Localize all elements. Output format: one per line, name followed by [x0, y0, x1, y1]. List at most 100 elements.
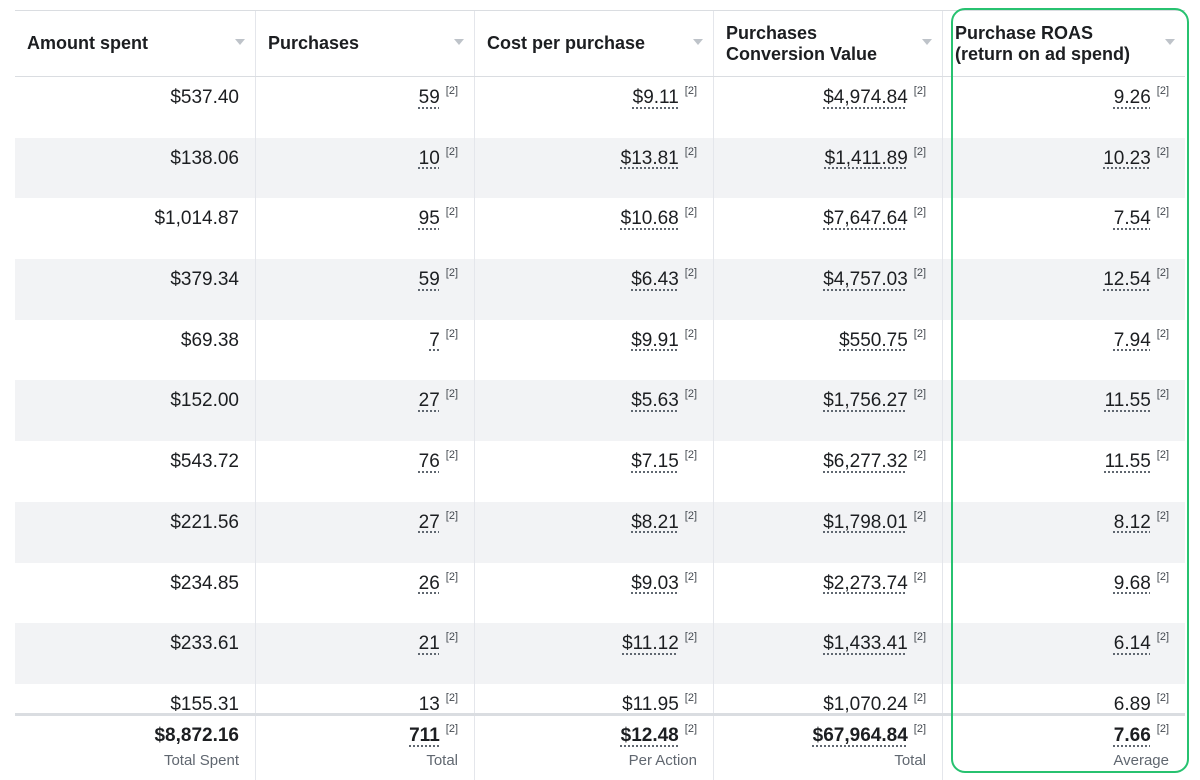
cell-purchases: 13 [2]: [256, 683, 475, 713]
cell-value[interactable]: 9.26: [1113, 87, 1151, 108]
cell-value[interactable]: $9.91: [631, 329, 679, 351]
cell-purchases: 59 [2]: [256, 259, 475, 320]
total-cell-purchase-roas: 7.66 [2] Average: [943, 716, 1185, 780]
total-caption: Total: [426, 752, 458, 769]
cell-value[interactable]: $2,273.74: [823, 572, 908, 594]
cell-purchases: 26 [2]: [256, 562, 475, 624]
cell-value: $543.72: [170, 451, 239, 473]
column-header-conversion-value[interactable]: Purchases Conversion Value: [714, 11, 943, 76]
cell-amount-spent: $1,014.87: [15, 198, 256, 260]
footnote-marker: [2]: [445, 723, 458, 735]
cell-value[interactable]: 10.23: [1103, 147, 1151, 169]
cell-value: $138.06: [170, 147, 239, 169]
cell-value[interactable]: 27: [418, 390, 440, 412]
cell-purchase-roas: 11.55 [2]: [943, 380, 1185, 441]
cell-value: $221.56: [170, 511, 239, 533]
cell-value[interactable]: $9.03: [631, 572, 679, 594]
chevron-down-icon[interactable]: [693, 39, 703, 45]
ads-metrics-table: Amount spent Purchases Cost per purchase…: [15, 10, 1185, 780]
cell-value[interactable]: 7: [429, 329, 440, 351]
table-row: $155.31 13 [2] $11.95 [2] $1,070.24 [2] 6.89 [2]: [15, 683, 1185, 713]
cell-purchase-roas: 10.23 [2]: [943, 138, 1185, 199]
cell-value[interactable]: 11.55: [1104, 390, 1151, 412]
cell-value[interactable]: 95: [418, 208, 440, 230]
cell-purchase-roas: 12.54 [2]: [943, 259, 1185, 320]
cell-value[interactable]: $9.11: [632, 87, 679, 108]
cell-cost-per-purchase: $9.91 [2]: [475, 319, 714, 381]
footnote-marker: [2]: [1156, 388, 1169, 401]
column-header-purchase-roas[interactable]: Purchase ROAS (return on ad spend): [943, 11, 1185, 76]
cell-value[interactable]: 21: [418, 633, 440, 655]
cell-value[interactable]: $11.95: [622, 693, 679, 713]
cell-value[interactable]: 11.55: [1104, 451, 1151, 473]
cell-value[interactable]: $4,974.84: [823, 87, 908, 108]
chevron-down-icon[interactable]: [1165, 39, 1175, 45]
cell-value[interactable]: $7.15: [631, 451, 679, 473]
footnote-marker: [2]: [445, 327, 458, 340]
cell-value[interactable]: $5.63: [631, 390, 679, 412]
footnote-marker: [2]: [1156, 449, 1169, 462]
chevron-down-icon[interactable]: [235, 39, 245, 45]
cell-value[interactable]: 9.68: [1113, 572, 1151, 594]
cell-purchase-roas: 6.14 [2]: [943, 623, 1185, 684]
cell-value[interactable]: 8.12: [1113, 511, 1151, 533]
footnote-marker: [2]: [684, 267, 697, 280]
total-value[interactable]: 711: [409, 725, 440, 746]
cell-value[interactable]: 59: [418, 269, 440, 291]
cell-value[interactable]: 6.14: [1113, 633, 1151, 655]
column-header-cost-per-purchase[interactable]: Cost per purchase: [475, 11, 714, 76]
table-row: $138.06 10 [2] $13.81 [2] $1,411.89 [2] 10.23 [2…: [15, 137, 1185, 199]
cell-value[interactable]: $11.12: [622, 633, 679, 655]
cell-value: $537.40: [170, 87, 239, 108]
cell-purchase-roas: 6.89 [2]: [943, 684, 1185, 713]
cell-value[interactable]: $1,756.27: [823, 390, 908, 412]
footnote-marker: [2]: [684, 145, 697, 158]
cell-purchase-roas: 9.68 [2]: [943, 563, 1185, 624]
total-value[interactable]: $67,964.84: [812, 725, 908, 746]
footnote-marker: [2]: [913, 145, 926, 158]
cell-value[interactable]: $4,757.03: [823, 269, 908, 291]
cell-value: $152.00: [170, 390, 239, 412]
column-header-label: Purchases: [268, 33, 360, 53]
cell-value[interactable]: 13: [418, 693, 440, 713]
cell-value[interactable]: 10: [418, 147, 440, 169]
cell-value[interactable]: $1,433.41: [823, 633, 908, 655]
chevron-down-icon[interactable]: [922, 39, 932, 45]
cell-amount-spent: $138.06: [15, 137, 256, 199]
cell-value[interactable]: $550.75: [839, 329, 908, 351]
footnote-marker: [2]: [684, 723, 697, 735]
cell-cost-per-purchase: $11.12 [2]: [475, 623, 714, 684]
cell-value[interactable]: 59: [418, 87, 440, 108]
cell-amount-spent: $543.72: [15, 441, 256, 502]
cell-value[interactable]: 26: [418, 572, 440, 594]
footnote-marker: [2]: [445, 449, 458, 462]
total-cell-purchases: 711 [2] Total: [256, 716, 475, 780]
column-header-purchases[interactable]: Purchases: [256, 11, 475, 76]
chevron-down-icon[interactable]: [454, 39, 464, 45]
cell-cost-per-purchase: $9.11 [2]: [475, 77, 714, 138]
cell-value[interactable]: 12.54: [1103, 269, 1151, 291]
cell-value[interactable]: 76: [418, 451, 440, 473]
cell-value[interactable]: 27: [418, 511, 440, 533]
total-caption: Total Spent: [163, 752, 239, 769]
cell-value[interactable]: $6,277.32: [823, 451, 908, 473]
cell-value[interactable]: $1,070.24: [823, 693, 908, 713]
cell-purchases: 27 [2]: [256, 380, 475, 442]
cell-conversion-value: $1,070.24 [2]: [714, 683, 943, 713]
cell-value[interactable]: $10.68: [620, 208, 679, 230]
cell-value[interactable]: $8.21: [631, 511, 679, 533]
cell-value[interactable]: $6.43: [631, 269, 679, 291]
total-value[interactable]: 7.66: [1113, 725, 1151, 746]
cell-value[interactable]: $7,647.64: [823, 208, 908, 230]
cell-purchases: 95 [2]: [256, 198, 475, 260]
cell-value[interactable]: $13.81: [620, 147, 679, 169]
column-header-amount-spent[interactable]: Amount spent: [15, 11, 256, 76]
total-value[interactable]: $12.48: [620, 725, 679, 746]
cell-value[interactable]: 6.89: [1113, 693, 1151, 713]
cell-value[interactable]: 7.54: [1113, 208, 1151, 230]
cell-value[interactable]: 7.94: [1113, 329, 1151, 351]
cell-conversion-value: $6,277.32 [2]: [714, 441, 943, 502]
cell-value: $69.38: [180, 329, 239, 351]
cell-value[interactable]: $1,798.01: [823, 511, 908, 533]
cell-value[interactable]: $1,411.89: [824, 147, 908, 169]
